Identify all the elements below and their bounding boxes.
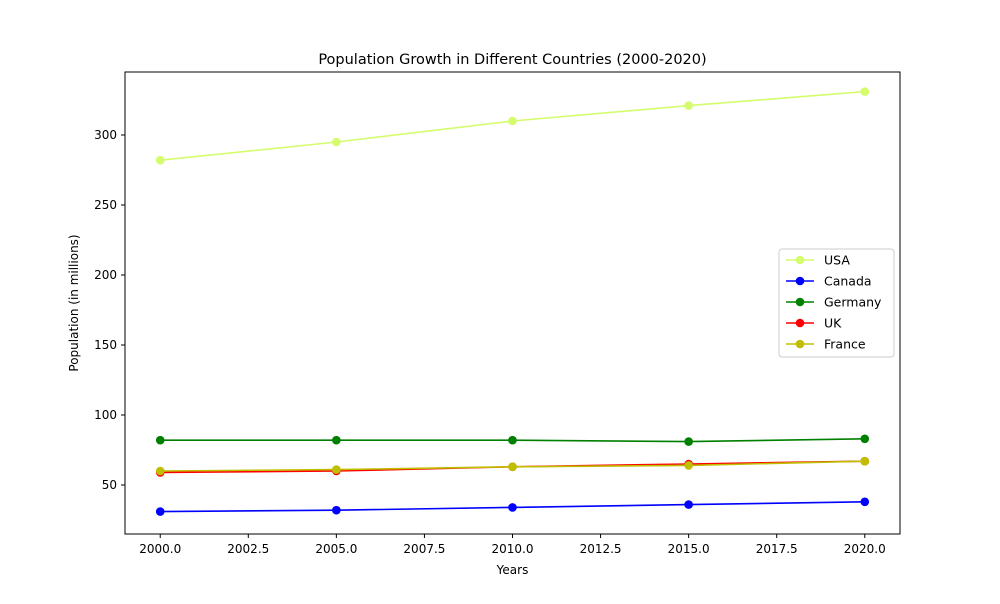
data-point-canada [860,497,870,507]
data-point-france [684,461,693,470]
legend-marker-uk [795,318,805,328]
x-axis-label: Years [496,563,529,577]
data-point-germany [684,437,693,446]
legend-label-france: France [824,337,866,352]
data-point-france [332,465,341,474]
legend-marker-usa [795,255,805,265]
series-usa [155,87,870,165]
legend-marker-france [795,339,805,349]
x-tick-label: 2010.0 [492,542,534,556]
x-tick-label: 2007.5 [403,542,445,556]
x-tick-label: 2015.0 [668,542,710,556]
legend-label-usa: USA [824,253,850,268]
x-tick-label: 2020.0 [844,542,886,556]
x-tick-label: 2005.0 [315,542,357,556]
data-point-canada [508,503,517,512]
y-tick-label: 200 [94,268,117,282]
series-france [155,456,870,476]
y-tick-label: 50 [102,478,117,492]
data-point-usa [332,137,341,147]
legend-marker-canada [795,276,805,286]
data-point-germany [332,435,341,445]
data-point-canada [332,505,341,515]
x-tick-label: 2000.0 [139,542,181,556]
legend-label-germany: Germany [824,295,882,310]
data-point-usa [508,116,517,126]
y-tick-label: 300 [94,128,117,142]
data-point-canada [684,500,693,509]
x-tick-label: 2012.5 [580,542,622,556]
legend-label-canada: Canada [824,274,872,289]
y-axis-label: Population (in millions) [67,234,81,371]
data-point-usa [684,101,693,110]
y-tick-label: 150 [94,338,117,352]
data-point-usa [860,87,870,96]
legend-label-uk: UK [824,316,842,331]
axis-ticks: 2000.0 2002.5 2005.0 2007.5 2010.0 2012.5 2015… [94,128,886,556]
data-point-france [860,456,870,466]
y-tick-label: 250 [94,198,117,212]
y-tick-label: 100 [94,408,117,422]
series-line-usa [160,90,865,161]
series-canada [155,497,870,516]
x-tick-label: 2002.5 [227,542,269,556]
data-point-usa [155,155,165,165]
chart-title: Population Growth in Different Countries… [318,52,706,68]
legend-box [778,248,895,358]
x-tick-label: 2017.5 [756,542,798,556]
series-lines [155,87,870,516]
plot-area-frame [124,71,901,535]
series-germany [155,434,870,446]
data-point-germany [155,435,165,445]
data-point-france [508,462,517,472]
legend-marker-germany [795,297,805,307]
legend: USA Canada Germany UK France [778,248,895,358]
data-point-france [155,466,165,476]
data-point-germany [508,435,517,445]
data-point-germany [860,434,870,444]
data-point-canada [155,507,165,516]
